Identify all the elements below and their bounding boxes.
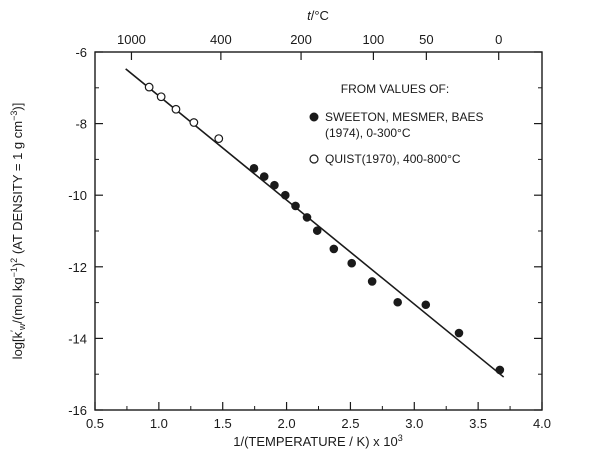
- top-tick-label: 200: [290, 32, 312, 47]
- data-point-filled: [329, 244, 339, 254]
- top-tick-label: 50: [419, 32, 433, 47]
- x-tick-label: 1.0: [150, 416, 168, 431]
- top-axis-ticks: 1000 400 200 100 50 0: [117, 32, 502, 60]
- legend-entry-sweeton-line2: (1974), 0-300°C: [325, 126, 411, 140]
- x-tick-label: 0.5: [86, 416, 104, 431]
- left-axis-ticks: -16 -14 -12 -10 -8 -6: [68, 45, 103, 418]
- fit-line: [125, 68, 505, 378]
- data-point-filled: [249, 164, 259, 173]
- data-point-open: [189, 118, 199, 127]
- right-axis-ticks: [534, 51, 542, 411]
- top-axis-title: t/°C: [307, 8, 329, 23]
- x-tick-label: 2.0: [278, 416, 296, 431]
- top-tick-label: 1000: [117, 32, 146, 47]
- data-point-filled: [280, 190, 290, 200]
- legend-header: FROM VALUES OF:: [341, 82, 449, 96]
- data-point-open: [144, 82, 154, 92]
- legend-marker-filled: [309, 112, 319, 122]
- fit-line-group: [125, 68, 505, 378]
- data-point-filled: [393, 297, 402, 307]
- y-tick-label: -16: [68, 403, 87, 418]
- data-point-filled: [259, 172, 269, 181]
- y-tick-label: -6: [75, 45, 87, 60]
- y-tick-label: -8: [75, 117, 87, 132]
- x-tick-label: 1.5: [214, 416, 232, 431]
- x-tick-label: 3.5: [469, 416, 487, 431]
- data-point-filled: [312, 226, 322, 235]
- data-point-filled: [347, 258, 357, 268]
- data-point-open: [171, 104, 181, 114]
- data-point-filled: [495, 365, 505, 375]
- y-tick-label: -10: [68, 188, 87, 203]
- x-tick-label: 2.5: [341, 416, 359, 431]
- top-tick-label: 0: [495, 32, 502, 47]
- y-axis-title: log[k′w/(mol kg−1)2 (AT DENSITY = 1 g cm…: [9, 103, 27, 360]
- data-point-filled: [291, 201, 300, 211]
- y-tick-label: -14: [68, 331, 87, 346]
- data-point-filled: [367, 277, 377, 286]
- legend: FROM VALUES OF: SWEETON, MESMER, BAES (1…: [309, 82, 483, 166]
- data-point-filled: [454, 328, 464, 338]
- data-point-open: [156, 92, 166, 102]
- legend-entry-quist: QUIST(1970), 400-800°C: [325, 152, 461, 166]
- data-point-filled: [302, 213, 312, 222]
- y-tick-label: -12: [68, 260, 87, 275]
- data-point-filled: [270, 180, 279, 190]
- legend-entry-sweeton-line1: SWEETON, MESMER, BAES: [325, 110, 483, 124]
- legend-marker-open: [309, 154, 319, 164]
- data-point-filled: [421, 300, 431, 310]
- top-tick-label: 100: [363, 32, 385, 47]
- x-axis-title: 1/(TEMPERATURE / K) x 103: [233, 433, 402, 449]
- x-tick-label: 3.0: [405, 416, 423, 431]
- data-point-open: [214, 134, 224, 144]
- x-tick-label: 4.0: [533, 416, 551, 431]
- bottom-axis-ticks: 0.5 1.0 1.5 2.0 2.5 3.0 3.5 4.0: [86, 402, 551, 431]
- top-tick-label: 400: [210, 32, 232, 47]
- data-points: [144, 82, 505, 375]
